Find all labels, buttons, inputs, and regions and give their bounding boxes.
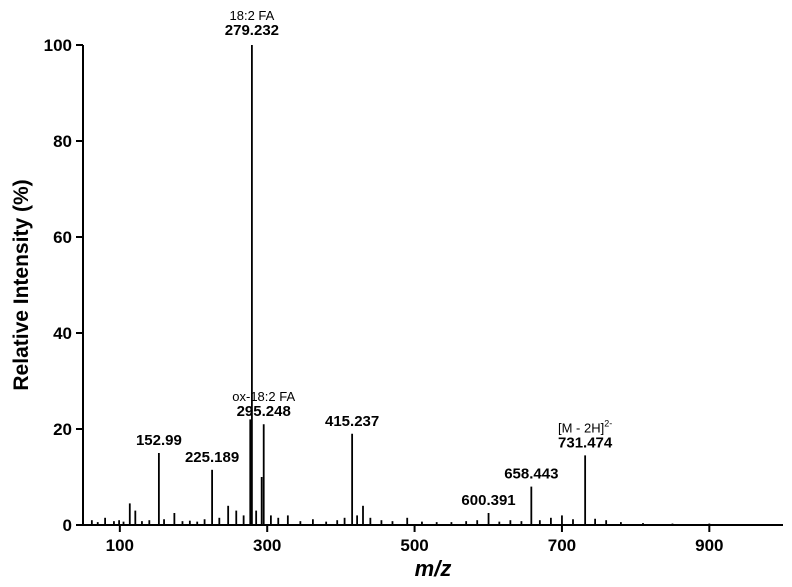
peak-name: ox-18:2 FA: [232, 389, 295, 404]
x-tick-label: 300: [253, 536, 281, 555]
peak-label: 225.189: [185, 449, 239, 466]
peak-label: 152.99: [136, 432, 182, 449]
peak-name-text: [M - 2H]: [558, 420, 604, 435]
x-tick-label: 500: [400, 536, 428, 555]
peak-name-text: ox-18:2 FA: [232, 389, 295, 404]
peak-name: 18:2 FA: [230, 8, 275, 23]
y-tick-label: 80: [53, 132, 72, 151]
y-tick-label: 100: [44, 36, 72, 55]
peak-label: 415.237: [325, 413, 379, 430]
peak-name-text: 18:2 FA: [230, 8, 275, 23]
y-tick-label: 40: [53, 324, 72, 343]
x-tick-label: 900: [695, 536, 723, 555]
x-tick-label: 700: [548, 536, 576, 555]
x-tick-label: 100: [106, 536, 134, 555]
peak-label: 295.248: [237, 403, 291, 420]
peak-name-sup: 2-: [604, 418, 612, 428]
y-axis-label: Relative Intensity (%): [10, 179, 33, 390]
y-tick-label: 60: [53, 228, 72, 247]
peak-label: 600.391: [461, 492, 515, 509]
peak-label: 279.232: [225, 22, 279, 39]
y-tick-label: 20: [53, 420, 72, 439]
peak-label: 731.474: [558, 434, 613, 451]
peak-label: 658.443: [504, 466, 558, 483]
y-tick-label: 0: [63, 516, 72, 535]
peak-name: [M - 2H]2-: [558, 418, 612, 435]
x-axis-label: m/z: [415, 556, 452, 581]
